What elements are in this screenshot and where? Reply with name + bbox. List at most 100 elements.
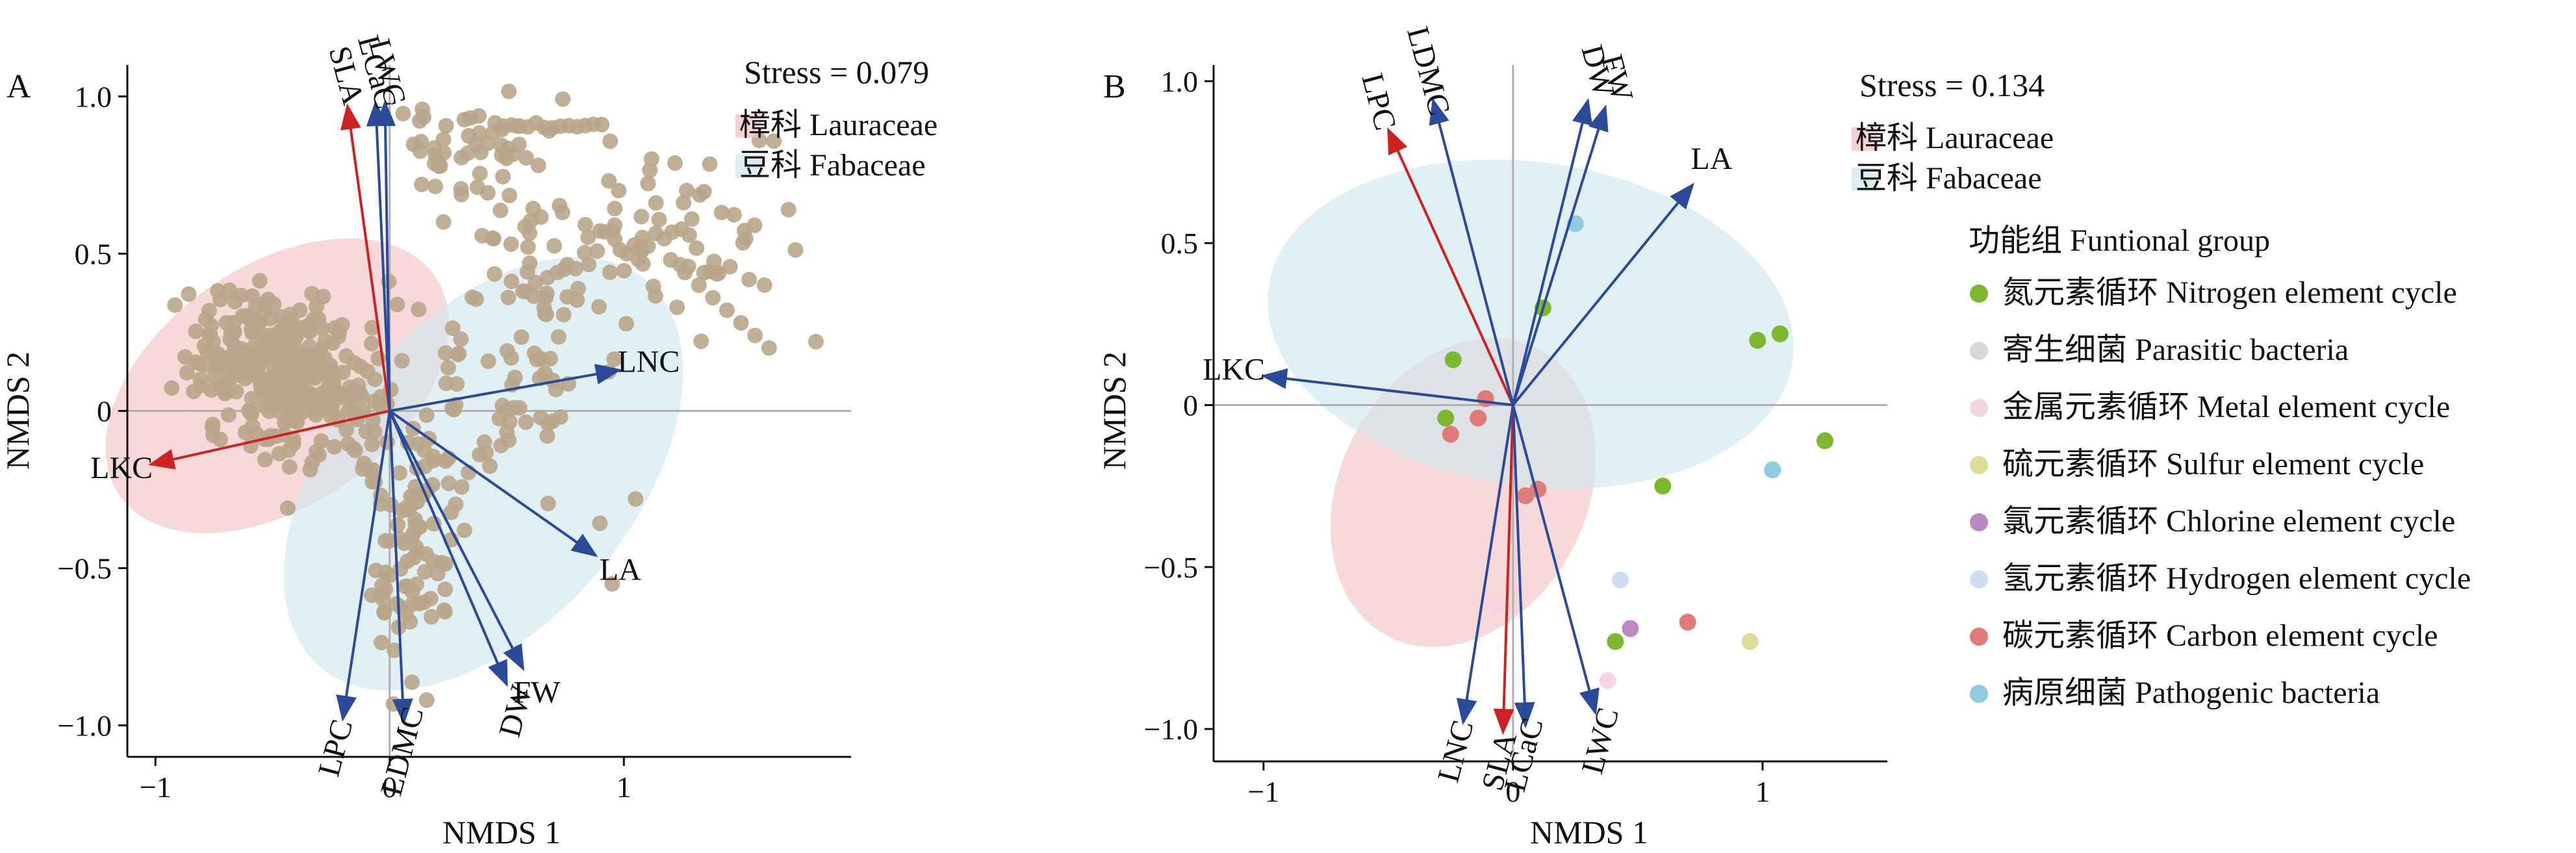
arrow-label-lwc: LWC — [1575, 704, 1626, 778]
loading-arrow-lnc — [389, 364, 622, 413]
data-point — [244, 325, 261, 341]
loading-arrow-fw — [389, 410, 525, 672]
data-point — [517, 218, 533, 235]
data-point — [279, 500, 296, 516]
data-point — [696, 184, 712, 200]
data-point — [580, 229, 596, 246]
data-point — [423, 609, 439, 625]
data-point — [503, 236, 519, 252]
data-point — [311, 311, 327, 327]
data-point — [412, 113, 428, 129]
data-point — [492, 202, 509, 218]
data-point — [501, 83, 517, 99]
data-point — [364, 436, 380, 452]
legend-label: 豆科 Fabaceae — [739, 148, 926, 183]
loading-arrow-la — [389, 409, 598, 557]
x-tick-label: 1 — [617, 770, 631, 804]
data-point — [444, 320, 461, 337]
data-point — [251, 273, 268, 289]
data-point — [677, 264, 693, 281]
data-point — [679, 183, 695, 199]
data-point — [437, 555, 453, 572]
loading-arrow-sla — [1493, 405, 1514, 735]
y-tick-label: 1.0 — [75, 80, 112, 113]
data-point — [437, 581, 453, 598]
data-point — [272, 326, 288, 342]
data-point — [212, 292, 228, 308]
x-axis-title: NMDS 1 — [442, 814, 561, 850]
arrow-label-fw: FW — [1594, 51, 1640, 105]
data-point — [285, 346, 301, 362]
loading-arrow-la — [1512, 183, 1694, 406]
data-point — [381, 568, 397, 584]
data-point — [366, 393, 383, 409]
data-point — [706, 253, 722, 270]
loading-arrow-ldmc — [388, 411, 413, 725]
data-point — [502, 187, 518, 203]
arrow-label-ldmc: LDMC — [1400, 23, 1457, 119]
data-point — [500, 289, 516, 305]
data-point — [283, 312, 300, 328]
functional-group-label: 氮元素循环 Nitrogen element cycle — [2002, 275, 2457, 310]
data-point — [756, 277, 772, 293]
data-point — [518, 414, 534, 430]
data-point — [1764, 461, 1781, 479]
data-point — [487, 266, 503, 282]
data-point — [606, 351, 622, 367]
data-point — [285, 436, 301, 452]
data-point — [324, 363, 340, 379]
data-point — [281, 459, 298, 475]
functional-group-swatch — [1970, 342, 1988, 360]
functional-group-swatch — [1970, 456, 1988, 474]
data-point — [289, 414, 305, 430]
data-point — [427, 179, 444, 195]
arrow-label-fw: FW — [513, 675, 561, 709]
legend-swatch — [1852, 168, 1878, 191]
data-point — [237, 363, 253, 379]
data-point — [669, 299, 685, 316]
data-point — [277, 414, 293, 431]
y-tick-label: −0.5 — [58, 552, 112, 585]
data-point — [1679, 613, 1696, 631]
data-point — [226, 324, 242, 340]
legend-label: 豆科 Fabaceae — [1855, 161, 2042, 196]
data-point — [702, 156, 718, 172]
data-point — [403, 497, 419, 513]
data-point — [204, 419, 220, 435]
data-point — [322, 397, 338, 413]
data-point — [643, 151, 659, 167]
data-point — [1771, 325, 1789, 342]
data-point — [472, 166, 488, 182]
y-tick-label: −1.0 — [58, 709, 112, 743]
loading-arrow-lpc — [336, 411, 391, 722]
data-point — [787, 242, 804, 258]
data-point — [479, 135, 496, 151]
data-point — [538, 306, 554, 322]
y-tick-label: −1.0 — [1144, 713, 1198, 746]
data-point — [393, 600, 409, 616]
data-point — [693, 333, 709, 350]
data-point — [266, 372, 282, 388]
data-point — [294, 387, 310, 403]
data-point — [518, 149, 534, 166]
stress-value: Stress = 0.134 — [1859, 67, 2045, 103]
data-point — [418, 692, 435, 708]
data-point — [602, 133, 618, 149]
loading-arrow-ldmc — [1429, 97, 1514, 406]
data-point — [179, 364, 195, 381]
arrow-label-lkc: LKC — [90, 451, 153, 485]
data-point — [304, 286, 320, 302]
data-point — [601, 173, 617, 189]
x-tick-label: 0 — [1505, 775, 1520, 808]
data-point — [459, 145, 476, 161]
data-point — [555, 307, 572, 323]
data-point — [591, 299, 607, 315]
data-point — [414, 176, 430, 192]
data-point — [453, 186, 470, 203]
data-point — [780, 201, 797, 218]
data-point — [550, 329, 567, 345]
legend-swatch — [735, 114, 761, 138]
data-point — [1816, 432, 1833, 450]
data-point — [356, 455, 372, 472]
